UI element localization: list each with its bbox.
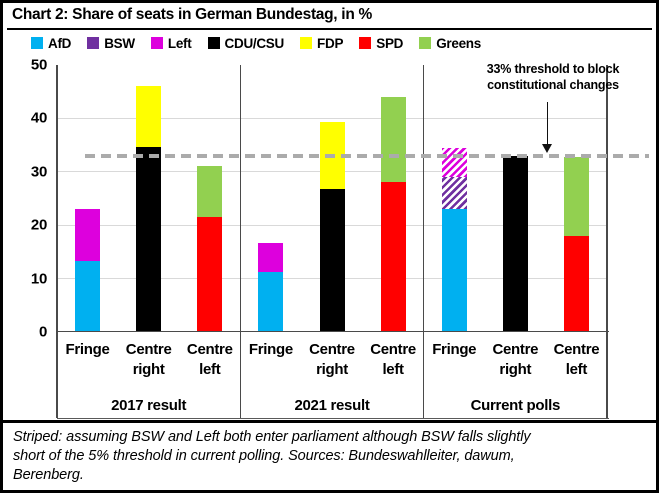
plot-area — [57, 65, 607, 332]
legend-swatch-icon — [207, 37, 220, 49]
group-label: 2021 result — [294, 397, 370, 414]
category-label: Centre left — [553, 341, 600, 378]
bar-segment-afd — [258, 271, 284, 332]
bar-segment-greens — [563, 156, 589, 236]
bar-segment-left — [441, 147, 467, 178]
threshold-arrow-head — [542, 144, 552, 153]
bar-2017-result-centre-right — [136, 86, 162, 332]
x-axis-line — [57, 330, 609, 332]
legend-item-greens: Greens — [419, 36, 481, 51]
bar-segment-left — [75, 209, 101, 261]
panel-divider — [422, 65, 425, 418]
legend-label: BSW — [104, 35, 135, 51]
bar-segment-cducsu — [319, 188, 345, 332]
legend: AfD BSW Left CDU/CSU FDP SPD Greens — [31, 34, 481, 52]
bar-current-polls-centre-right — [502, 155, 528, 332]
category-label: Centre right — [309, 341, 355, 378]
title-divider — [7, 28, 652, 30]
category-label: Fringe — [248, 341, 293, 358]
chart-title: Chart 2: Share of seats in German Bundes… — [12, 6, 372, 23]
legend-swatch-icon — [31, 37, 43, 49]
legend-item-bsw: BSW — [87, 36, 135, 51]
bar-segment-greens — [197, 166, 223, 217]
y-tick-label: 40 — [30, 109, 47, 127]
bar-current-polls-fringe — [441, 147, 467, 332]
y-tick-label: 50 — [30, 56, 47, 74]
bar-segment-spd — [380, 182, 406, 332]
bar-segment-spd — [563, 235, 589, 332]
legend-label: Left — [167, 35, 192, 51]
category-label: Centre left — [370, 341, 416, 378]
group-label: Current polls — [470, 397, 561, 414]
group-label: 2017 result — [111, 397, 187, 414]
y-axis-line — [56, 65, 58, 418]
legend-swatch-icon — [150, 37, 163, 49]
bar-2017-result-fringe — [75, 209, 101, 332]
threshold-arrow-line — [546, 102, 548, 145]
threshold-dashed-line — [85, 153, 649, 158]
plot-right-border — [606, 65, 608, 418]
legend-label: FDP — [317, 35, 344, 51]
legend-swatch-icon — [300, 37, 313, 49]
legend-item-left: Left — [150, 35, 192, 51]
bar-2021-result-centre-left — [380, 97, 406, 332]
category-box-border — [57, 417, 609, 419]
bar-2017-result-centre-left — [197, 166, 223, 332]
legend-label: SPD — [376, 35, 404, 51]
bar-segment-afd — [441, 209, 467, 332]
bar-segment-cducsu — [136, 146, 162, 332]
category-label: Centre right — [125, 341, 172, 378]
bar-segment-spd — [197, 216, 223, 332]
y-tick-label: 10 — [30, 270, 47, 288]
threshold-annotation: 33% threshold to block constitutional ch… — [486, 62, 620, 92]
category-label: Fringe — [65, 341, 110, 358]
y-tick-label: 30 — [30, 163, 47, 181]
bar-2021-result-centre-right — [319, 122, 345, 332]
category-label: Centre left — [186, 341, 233, 378]
y-tick-label: 0 — [38, 323, 47, 341]
legend-label: Greens — [436, 35, 481, 51]
y-tick-label: 20 — [30, 216, 47, 234]
legend-label: CDU/CSU — [224, 35, 285, 51]
legend-label: AfD — [48, 35, 72, 51]
category-label: Fringe — [432, 341, 477, 358]
legend-item-spd: SPD — [359, 36, 403, 51]
footnote-divider — [3, 420, 656, 423]
bar-2021-result-fringe — [258, 243, 284, 332]
legend-item-afd: AfD — [31, 36, 71, 51]
bar-segment-bsw — [441, 177, 467, 210]
footnote: Striped: assuming BSW and Left both ente… — [13, 429, 531, 483]
legend-swatch-icon — [87, 37, 100, 49]
bar-segment-fdp — [136, 86, 162, 147]
legend-item-cducsu: CDU/CSU — [207, 35, 285, 51]
panel-divider — [239, 65, 242, 418]
legend-swatch-icon — [359, 37, 372, 49]
legend-swatch-icon — [419, 37, 432, 49]
legend-item-fdp: FDP — [300, 36, 343, 51]
category-label: Centre right — [492, 341, 539, 378]
bar-segment-greens — [380, 97, 406, 183]
bar-segment-left — [258, 243, 284, 272]
bar-segment-cducsu — [502, 155, 528, 332]
bar-segment-afd — [75, 260, 101, 332]
gridline-40 — [57, 117, 607, 119]
bar-current-polls-centre-left — [563, 156, 589, 332]
